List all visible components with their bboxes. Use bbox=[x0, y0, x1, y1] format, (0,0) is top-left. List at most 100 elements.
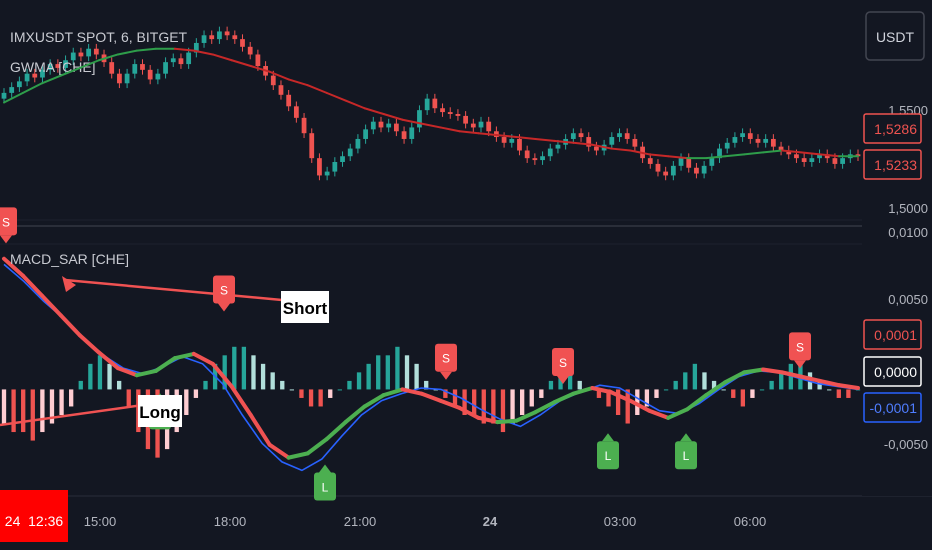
svg-text:0,0001: 0,0001 bbox=[874, 327, 917, 343]
gwma-segment bbox=[439, 126, 461, 133]
gwma-segment bbox=[116, 49, 138, 56]
candle-body bbox=[770, 138, 776, 147]
candle-body bbox=[370, 121, 376, 130]
gwma-segment bbox=[762, 149, 784, 154]
indicator-label-macd-sar[interactable]: MACD_SAR [CHE] bbox=[10, 251, 129, 267]
histogram-bar bbox=[759, 389, 765, 391]
gwma-segment bbox=[629, 149, 651, 156]
gwma-segment bbox=[705, 155, 727, 160]
time-tick: 24 bbox=[483, 514, 498, 529]
sar-segment bbox=[685, 393, 709, 412]
candle-body bbox=[594, 146, 599, 151]
candle-body bbox=[509, 138, 515, 143]
signal-label: S bbox=[442, 352, 450, 366]
signal-label: S bbox=[220, 284, 228, 298]
sar-segment bbox=[229, 384, 253, 417]
currency-button[interactable]: USDT bbox=[865, 11, 925, 61]
signal-label: L bbox=[683, 449, 690, 463]
sar-segment bbox=[381, 387, 405, 398]
sar-segment bbox=[400, 387, 424, 396]
sar-segment bbox=[514, 410, 538, 423]
candle-body bbox=[201, 35, 207, 43]
time-tick: 18:00 bbox=[214, 514, 247, 529]
histogram-bar bbox=[635, 389, 640, 415]
candle-body bbox=[301, 117, 307, 134]
histogram-bar bbox=[500, 389, 506, 433]
osc-tick: 0,0050 bbox=[888, 292, 928, 307]
candle-body bbox=[124, 73, 130, 84]
gwma-segment bbox=[363, 107, 385, 115]
short-signal-marker: S bbox=[789, 332, 811, 369]
candle-body bbox=[324, 171, 330, 176]
histogram-bar bbox=[328, 389, 333, 398]
time-axis[interactable]: 15:00 18:00 21:00 24 03:00 06:00 bbox=[84, 514, 767, 529]
gwma-segment bbox=[21, 82, 43, 94]
short-signal-marker: S bbox=[213, 275, 235, 312]
osc-tick: -0,0050 bbox=[884, 437, 928, 452]
histogram-bar bbox=[491, 389, 496, 424]
sar-segment bbox=[2, 256, 25, 278]
candle-body bbox=[378, 121, 384, 128]
candle-body bbox=[686, 158, 692, 168]
candle-body bbox=[393, 123, 399, 132]
gwma-segment bbox=[268, 70, 290, 81]
candle-body bbox=[209, 35, 215, 40]
sar-segment bbox=[134, 368, 158, 378]
sar-segment bbox=[609, 390, 633, 403]
histogram-bar bbox=[49, 389, 55, 424]
histogram-bar bbox=[347, 380, 352, 390]
histogram-bar bbox=[817, 380, 822, 390]
histogram-bar bbox=[308, 389, 314, 407]
sar-segment bbox=[476, 415, 500, 425]
histogram-bar bbox=[11, 389, 16, 433]
histogram-bar bbox=[596, 389, 602, 398]
candle-body bbox=[24, 73, 30, 82]
symbol-title[interactable]: IMXUSDT SPOT, 6, BITGET bbox=[10, 29, 188, 45]
candle-body bbox=[232, 35, 238, 40]
candle-body bbox=[694, 167, 699, 174]
histogram-bar bbox=[356, 372, 362, 390]
gwma-segment bbox=[306, 84, 328, 94]
candle-body bbox=[224, 31, 230, 36]
candle-body bbox=[501, 137, 507, 143]
candle-body bbox=[778, 146, 784, 151]
candle-body bbox=[840, 158, 845, 164]
candle-body bbox=[432, 98, 438, 109]
candle-body bbox=[655, 163, 661, 172]
candle-body bbox=[647, 158, 653, 164]
candle-body bbox=[401, 131, 407, 139]
signal-label: S bbox=[559, 356, 567, 370]
candle-body bbox=[478, 121, 484, 128]
histogram-bar bbox=[69, 389, 74, 407]
gwma-segment bbox=[800, 151, 822, 156]
annotation-long: Long bbox=[138, 395, 182, 427]
candle-body bbox=[1, 92, 7, 99]
candle-body bbox=[417, 110, 422, 128]
histogram-bar bbox=[1, 389, 7, 424]
candle-body bbox=[147, 69, 153, 80]
candle-body bbox=[817, 154, 822, 159]
candle-body bbox=[63, 60, 68, 68]
candle-body bbox=[524, 150, 530, 159]
histogram-bar bbox=[702, 372, 707, 390]
gwma-segment bbox=[553, 139, 575, 144]
sar-segment bbox=[191, 351, 215, 366]
candle-body bbox=[317, 158, 322, 176]
sar-segment bbox=[115, 366, 139, 378]
candle-body bbox=[163, 62, 168, 74]
gwma-segment bbox=[59, 66, 81, 77]
candle-body bbox=[832, 158, 838, 164]
histogram-bar bbox=[251, 355, 256, 390]
candle-body bbox=[40, 69, 45, 78]
candle-body bbox=[701, 165, 707, 174]
candle-body bbox=[578, 133, 584, 138]
candle-body bbox=[747, 133, 753, 139]
candle-body bbox=[293, 106, 299, 118]
annotation-long-text: Long bbox=[139, 403, 181, 422]
candle-body bbox=[386, 123, 392, 128]
histogram-bar bbox=[520, 389, 525, 415]
price-label-2: 1,5233 bbox=[863, 149, 922, 180]
sar-segment bbox=[780, 370, 804, 379]
histogram-bar bbox=[30, 389, 35, 441]
